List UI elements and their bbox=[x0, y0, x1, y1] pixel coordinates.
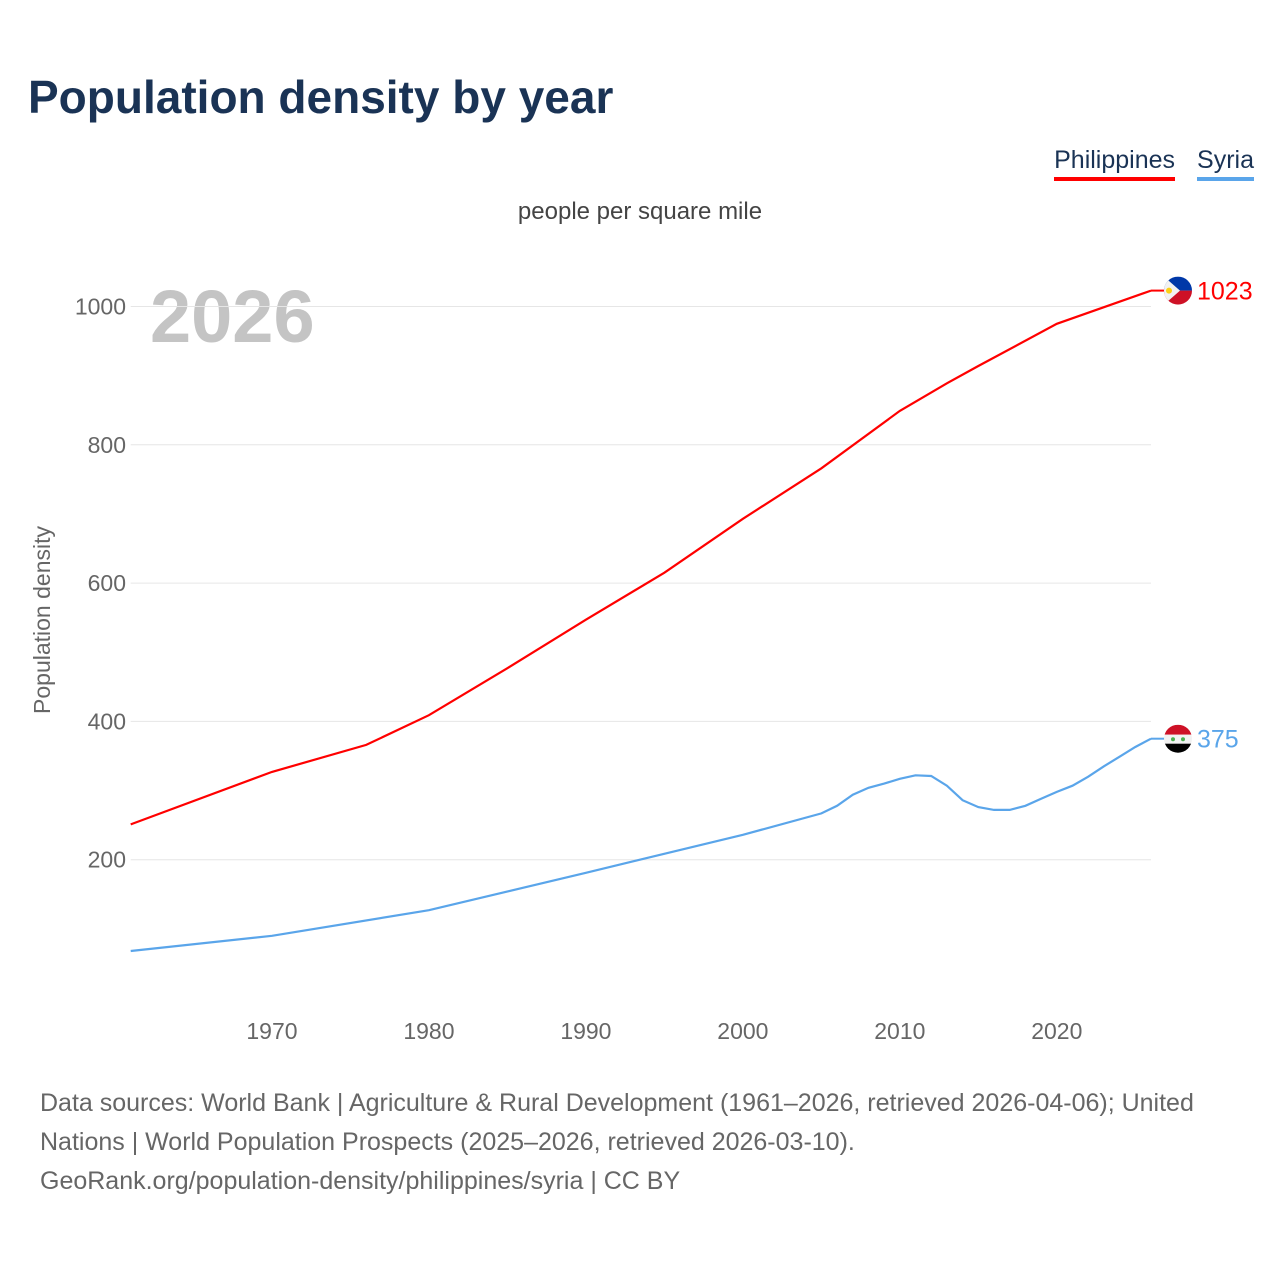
flag-red bbox=[1164, 724, 1192, 735]
flag-white bbox=[1164, 734, 1192, 744]
legend-philippines[interactable]: Philippines bbox=[1054, 146, 1176, 181]
x-tick-label: 2000 bbox=[717, 1018, 768, 1044]
source-line: Data sources: World Bank | Agriculture &… bbox=[40, 1089, 1194, 1117]
y-tick-label: 400 bbox=[88, 708, 126, 734]
legend-syria[interactable]: Syria bbox=[1197, 146, 1254, 181]
flag-sun bbox=[1166, 287, 1172, 294]
flag-star bbox=[1171, 737, 1175, 742]
x-tick-label: 2010 bbox=[874, 1018, 925, 1044]
source-link[interactable]: GeoRank.org/population-density/philippin… bbox=[40, 1167, 681, 1195]
x-tick-label: 1970 bbox=[246, 1018, 297, 1044]
philippines-flag-icon bbox=[1164, 276, 1192, 305]
x-tick-label: 1980 bbox=[403, 1018, 454, 1044]
y-tick-label: 1000 bbox=[75, 294, 126, 320]
series-line-syria bbox=[130, 737, 1152, 953]
chart-subtitle: people per square mile bbox=[517, 198, 763, 225]
source-line: Nations | World Population Prospects (20… bbox=[40, 1128, 855, 1156]
end-value-label: 375 bbox=[1197, 726, 1239, 754]
source-note: Data sources: World Bank | Agriculture &… bbox=[40, 1084, 1250, 1201]
chart-title: Population density by year bbox=[28, 71, 614, 123]
legend: Philippines Syria bbox=[1054, 146, 1254, 181]
flag-body bbox=[1164, 724, 1192, 753]
y-tick-label: 800 bbox=[88, 432, 126, 458]
flag-black bbox=[1164, 743, 1192, 753]
line-chart: 2026 Population density 200 400 600 800 1000… bbox=[29, 275, 1253, 1044]
series-line-philippines bbox=[130, 289, 1152, 826]
end-value-label: 1023 bbox=[1197, 278, 1253, 306]
syria-flag-icon bbox=[1164, 724, 1192, 753]
year-watermark: 2026 bbox=[150, 275, 315, 358]
flag-body bbox=[1164, 276, 1192, 305]
y-axis-label: Population density bbox=[29, 526, 55, 714]
y-tick-label: 200 bbox=[88, 847, 126, 873]
flag-star bbox=[1181, 737, 1185, 742]
y-tick-label: 600 bbox=[88, 570, 126, 596]
x-tick-label: 2020 bbox=[1031, 1018, 1082, 1044]
x-tick-label: 1990 bbox=[560, 1018, 611, 1044]
